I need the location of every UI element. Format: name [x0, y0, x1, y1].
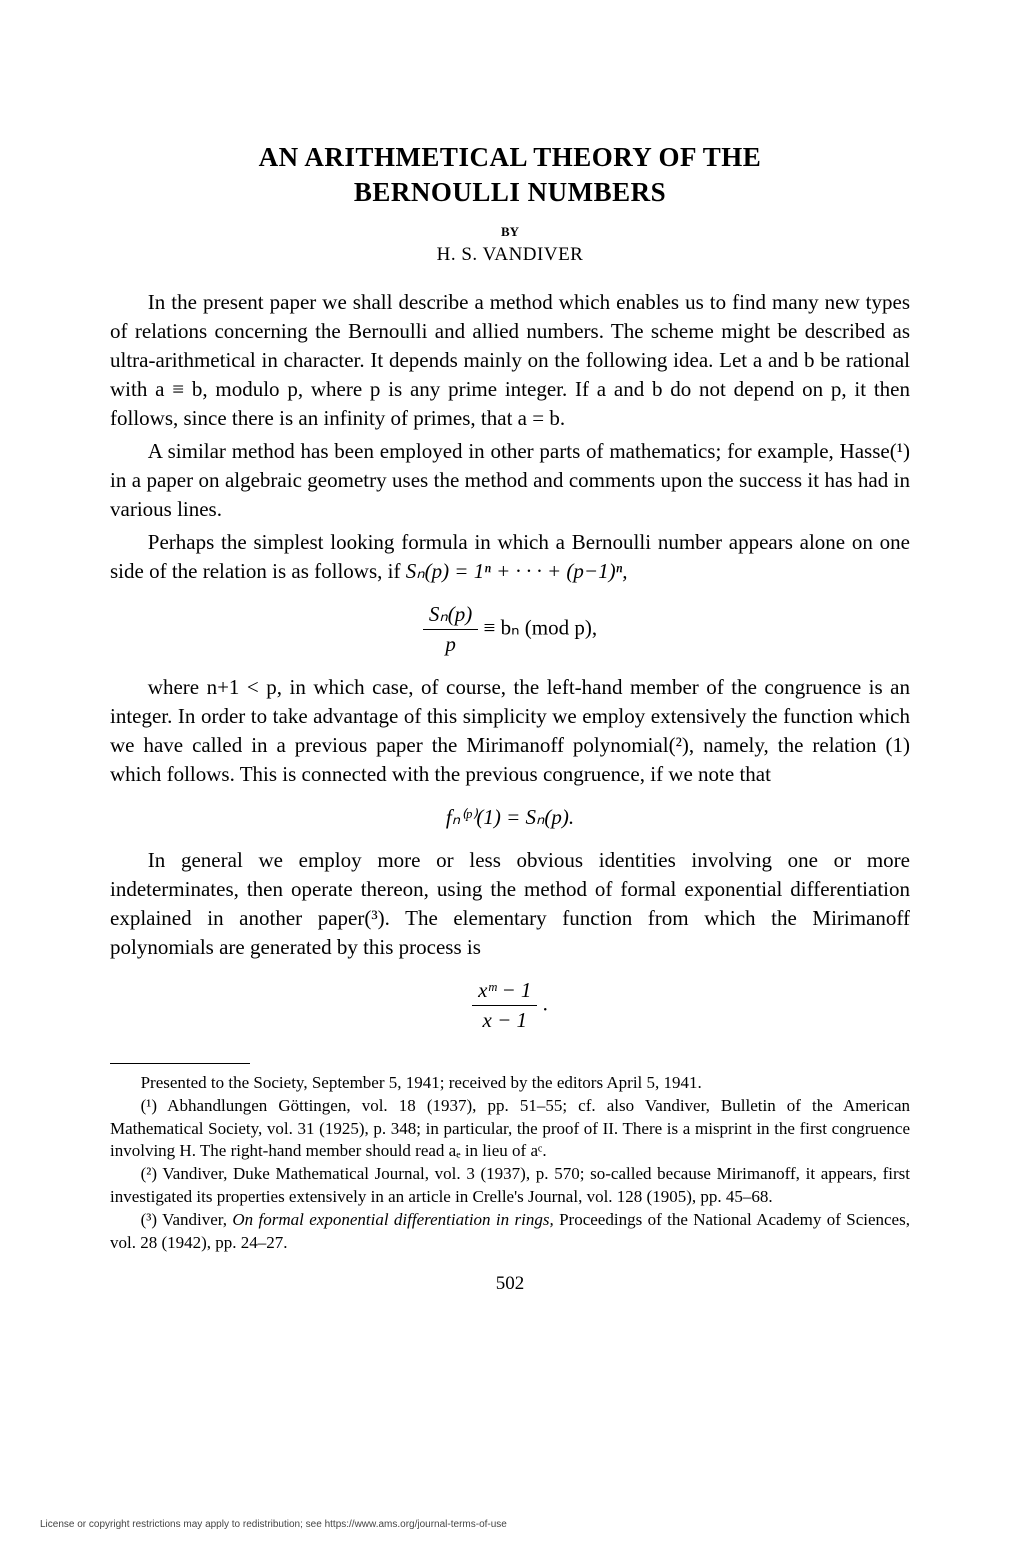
- title-line-2: BERNOULLI NUMBERS: [354, 177, 666, 207]
- equation-3-fraction: xᵐ − 1 x − 1: [472, 978, 537, 1033]
- equation-3-after: .: [537, 991, 548, 1015]
- equation-1-numerator: Sₙ(p): [423, 602, 478, 630]
- footnote-3: (³) Vandiver, On formal exponential diff…: [110, 1209, 910, 1255]
- equation-3-denominator: x − 1: [472, 1006, 537, 1033]
- paper-title: AN ARITHMETICAL THEORY OF THE BERNOULLI …: [110, 140, 910, 210]
- license-notice: License or copyright restrictions may ap…: [40, 1519, 507, 1530]
- page-number: 502: [110, 1273, 910, 1295]
- equation-3: xᵐ − 1 x − 1 .: [110, 978, 910, 1033]
- paragraph-2: A similar method has been employed in ot…: [110, 437, 910, 524]
- equation-1-fraction: Sₙ(p) p: [423, 602, 478, 657]
- paragraph-3b: Sₙ(p) = 1ⁿ + · · · + (p−1)ⁿ,: [406, 559, 628, 583]
- equation-2: fₙ⁽ᵖ⁾(1) = Sₙ(p).: [110, 805, 910, 830]
- paragraph-3: Perhaps the simplest looking formula in …: [110, 528, 910, 586]
- equation-3-numerator: xᵐ − 1: [472, 978, 537, 1006]
- paper-page: AN ARITHMETICAL THEORY OF THE BERNOULLI …: [0, 0, 1020, 1548]
- footnote-2: (²) Vandiver, Duke Mathematical Journal,…: [110, 1163, 910, 1209]
- footnote-1: (¹) Abhandlungen Göttingen, vol. 18 (193…: [110, 1095, 910, 1164]
- equation-1-right: ≡ bₙ (mod p),: [478, 615, 597, 639]
- paragraph-1: In the present paper we shall describe a…: [110, 288, 910, 433]
- author-name: H. S. VANDIVER: [110, 244, 910, 266]
- equation-1: Sₙ(p) p ≡ bₙ (mod p),: [110, 602, 910, 657]
- equation-1-denominator: p: [423, 630, 478, 657]
- title-line-1: AN ARITHMETICAL THEORY OF THE: [259, 142, 762, 172]
- footnote-3-title: On formal exponential differentiation in…: [232, 1210, 553, 1229]
- footnote-rule: [110, 1063, 250, 1064]
- paragraph-4: where n+1 < p, in which case, of course,…: [110, 673, 910, 789]
- footnote-3-a: (³) Vandiver,: [141, 1210, 233, 1229]
- footnote-presented: Presented to the Society, September 5, 1…: [110, 1072, 910, 1095]
- byline: BY: [110, 224, 910, 240]
- paragraph-5: In general we employ more or less obviou…: [110, 846, 910, 962]
